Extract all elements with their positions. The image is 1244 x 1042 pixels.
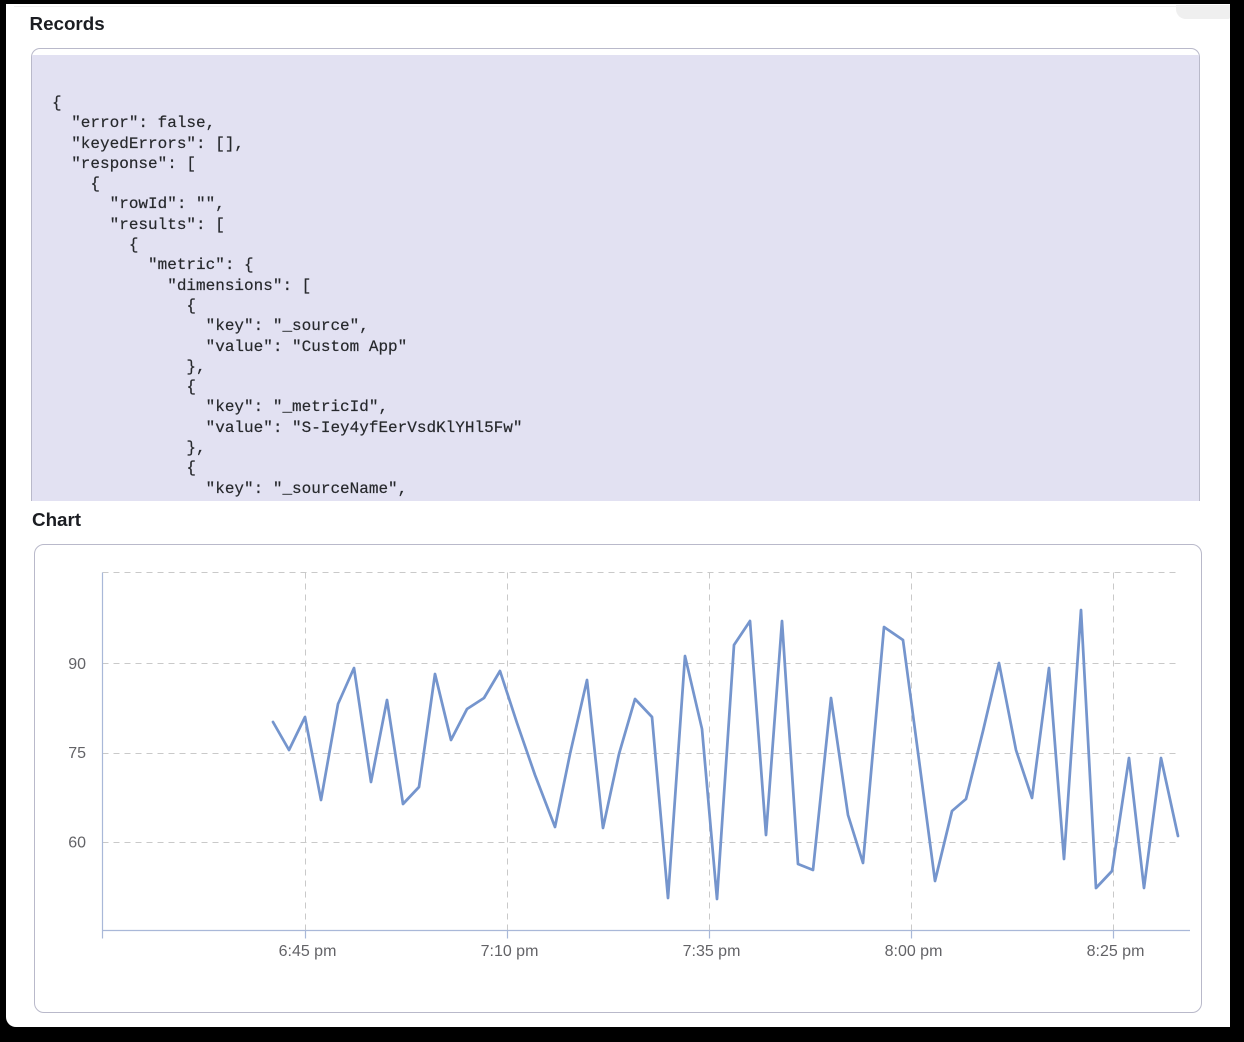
svg-text:8:25 pm: 8:25 pm bbox=[1087, 943, 1145, 960]
svg-text:75: 75 bbox=[68, 745, 86, 762]
svg-text:6:45 pm: 6:45 pm bbox=[279, 943, 337, 960]
svg-text:8:00 pm: 8:00 pm bbox=[885, 943, 943, 960]
svg-text:60: 60 bbox=[68, 834, 86, 851]
svg-text:90: 90 bbox=[68, 656, 86, 673]
svg-text:7:35 pm: 7:35 pm bbox=[683, 943, 741, 960]
svg-text:7:10 pm: 7:10 pm bbox=[481, 943, 539, 960]
